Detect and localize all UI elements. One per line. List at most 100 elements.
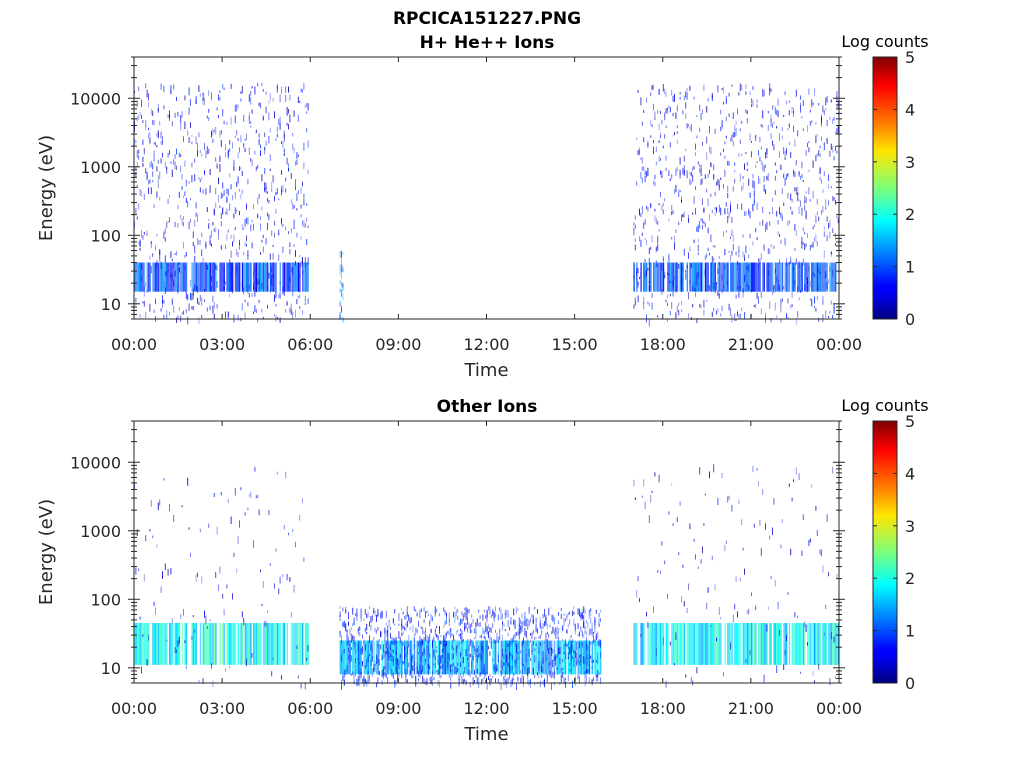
data-cell: [461, 611, 463, 615]
x-tick-label: 09:00: [375, 699, 421, 718]
data-cell: [237, 152, 239, 159]
data-cell: [648, 318, 650, 327]
x-tick-label: 12:00: [463, 699, 509, 718]
data-cell: [448, 674, 450, 678]
data-cell: [443, 607, 445, 612]
data-cell: [500, 670, 502, 677]
data-cell: [801, 241, 803, 249]
data-cell: [794, 612, 796, 618]
data-cell: [746, 162, 748, 166]
data-cell: [587, 653, 589, 660]
data-cell: [815, 155, 817, 162]
data-cell: [814, 680, 815, 684]
data-cell: [690, 123, 692, 132]
data-cell: [521, 629, 523, 632]
data-cell: [688, 292, 689, 300]
data-cell: [255, 495, 257, 499]
data-cell: [349, 629, 351, 636]
data-cell: [574, 678, 576, 686]
data-cell: [822, 299, 824, 305]
data-cell: [534, 655, 536, 663]
data-cell: [646, 171, 647, 178]
data-cell: [178, 636, 180, 644]
data-cell: [535, 643, 537, 646]
data-cell: [660, 570, 661, 574]
data-cell: [668, 170, 670, 177]
data-cell: [271, 279, 273, 286]
data-cell: [531, 632, 533, 639]
data-cell: [527, 623, 529, 630]
data-cell: [446, 612, 447, 617]
data-cell: [173, 279, 175, 287]
data-cell: [206, 307, 208, 312]
data-band: [695, 262, 697, 292]
data-cell: [230, 516, 232, 524]
data-band: [745, 623, 747, 665]
data-cell: [355, 613, 356, 617]
data-cell: [173, 84, 175, 90]
data-cell: [696, 272, 698, 279]
data-cell: [260, 223, 261, 231]
data-cell: [689, 246, 691, 252]
data-cell: [678, 221, 680, 226]
data-cell: [734, 178, 736, 184]
data-cell: [707, 174, 709, 178]
data-cell: [264, 146, 266, 151]
data-band: [458, 640, 460, 675]
data-cell: [499, 607, 501, 610]
data-cell: [667, 107, 668, 110]
data-band: [720, 262, 722, 292]
data-band: [471, 640, 473, 675]
data-cell: [281, 141, 282, 144]
data-band: [682, 262, 684, 292]
data-cell: [433, 649, 435, 653]
data-band: [271, 623, 273, 665]
data-band: [734, 262, 736, 292]
data-cell: [272, 257, 274, 260]
data-cell: [724, 248, 726, 256]
data-cell: [696, 115, 698, 118]
data-band: [692, 262, 694, 292]
data-band: [532, 640, 535, 675]
data-cell: [703, 309, 705, 316]
data-band: [794, 623, 796, 665]
data-cell: [636, 137, 638, 140]
x-tick-label: 00:00: [816, 335, 862, 354]
data-band: [212, 262, 214, 292]
data-cell: [359, 661, 361, 665]
data-cell: [341, 634, 342, 642]
data-cell: [343, 621, 345, 628]
data-cell: [825, 107, 827, 111]
data-cell: [464, 607, 466, 611]
data-cell: [732, 244, 734, 251]
data-cell: [159, 121, 161, 126]
data-cell: [204, 97, 205, 105]
data-cell: [339, 288, 341, 293]
data-cell: [387, 630, 389, 637]
data-cell: [296, 193, 298, 201]
data-cell: [163, 280, 165, 289]
data-cell: [786, 147, 787, 154]
data-cell: [678, 302, 680, 306]
data-cell: [271, 187, 273, 192]
data-cell: [306, 111, 308, 114]
data-cell: [397, 658, 398, 662]
data-cell: [215, 157, 217, 162]
data-band: [195, 623, 197, 665]
data-band: [788, 262, 791, 292]
data-cell: [794, 224, 796, 231]
data-cell: [415, 609, 417, 612]
data-cell: [647, 622, 649, 628]
data-cell: [451, 664, 453, 667]
data-cell: [188, 221, 190, 230]
data-cell: [250, 121, 252, 124]
data-cell: [786, 258, 787, 266]
data-band: [275, 623, 277, 665]
data-cell: [269, 154, 271, 162]
data-cell: [247, 217, 249, 225]
data-cell: [765, 224, 766, 232]
data-band: [192, 623, 195, 665]
data-cell: [727, 280, 729, 285]
data-cell: [293, 226, 295, 230]
data-cell: [767, 271, 769, 277]
